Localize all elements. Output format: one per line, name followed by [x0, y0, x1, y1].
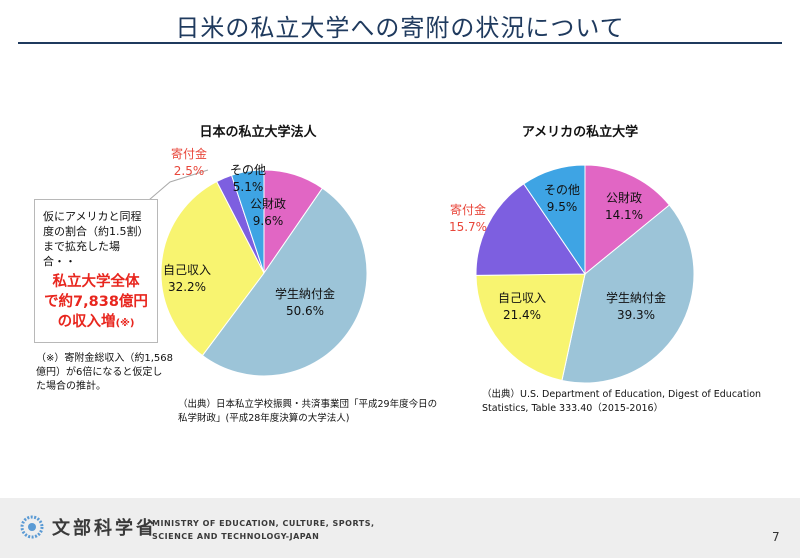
source-usa: （出典）U.S. Department of Education, Digest… [482, 389, 762, 414]
pie-jp-slice-1 [201, 187, 368, 377]
callout-text-3: まで拡充した場合・・ [43, 240, 120, 268]
org-name-jp: 文部科学省 [52, 518, 157, 539]
pie-jp-slice-4 [230, 169, 265, 274]
footnote: （※）寄附金総収入（約1,568 億円）が6倍になると仮定し た場合の推計。 [36, 353, 174, 392]
label-us-donation: 寄付金 15.7% [448, 203, 488, 234]
label-us-self: 自己収入 21.4% [497, 291, 546, 322]
pie-us-slice-0 [584, 164, 671, 276]
footer-bar [0, 498, 800, 558]
pie-jp-slice-2 [160, 180, 265, 357]
pie-us-slice-4 [523, 164, 586, 276]
title-underline [18, 42, 782, 44]
org-name-en: MINISTRY OF EDUCATION, CULTURE, SPORTS, … [152, 519, 375, 541]
page-number: 7 [772, 530, 780, 544]
pie-us-slice-3 [475, 183, 586, 276]
label-us-public: 公財政 14.1% [604, 191, 644, 222]
callout-box: 仮にアメリカと同程 度の割合（約1.5割） まで拡充した場合・・ 私立大学全体 … [34, 199, 158, 343]
callout-pointer-line [141, 169, 209, 207]
mext-logo-icon [20, 515, 44, 539]
label-jp-donation: 寄付金 2.5% [170, 147, 207, 178]
label-us-tuition: 学生納付金 39.3% [605, 291, 666, 322]
label-jp-tuition: 学生納付金 50.6% [274, 287, 335, 318]
page-title: 日米の私立大学への寄附の状況について [175, 14, 625, 42]
callout-text-1: 仮にアメリカと同程 [43, 210, 142, 223]
label-jp-self: 自己収入 32.2% [162, 263, 211, 294]
label-jp-public: 公財政 9.6% [249, 197, 286, 228]
chart-title-usa: アメリカの私立大学 [521, 125, 639, 140]
pie-usa [475, 164, 695, 384]
callout-highlight: 私立大学全体 で約7,838億円 の収入増(※) [44, 274, 148, 330]
pie-japan [160, 169, 368, 377]
label-us-other: その他 9.5% [543, 183, 580, 214]
pie-us-slice-2 [475, 273, 586, 382]
label-jp-other: その他 5.1% [229, 163, 266, 194]
source-japan: （出典）日本私立学校振興・共済事業団「平成29年度今日の 私学財政」(平成28年… [178, 399, 438, 424]
pie-us-slice-1 [561, 204, 695, 384]
callout-text-2: 度の割合（約1.5割） [43, 225, 149, 238]
chart-title-japan: 日本の私立大学法人 [199, 125, 317, 140]
